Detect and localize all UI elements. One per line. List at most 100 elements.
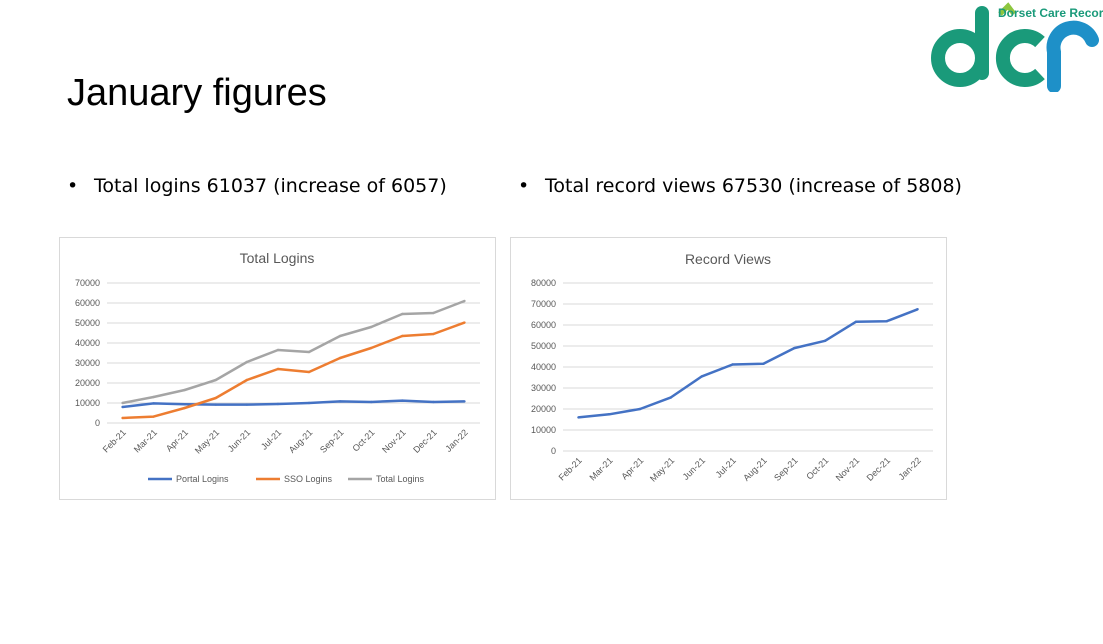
y-tick-label: 10000 (75, 398, 100, 408)
data-point (276, 367, 280, 371)
legend-label: SSO Logins (284, 474, 333, 484)
data-point (731, 363, 734, 366)
x-tick-label: Mar-21 (132, 427, 159, 454)
x-tick-label: Dec-21 (865, 455, 893, 483)
series-line (578, 308, 919, 419)
slide-title: January figures (67, 72, 327, 114)
x-tick-label: Jan-22 (896, 455, 923, 482)
x-tick-label: Jul-21 (259, 427, 283, 451)
data-point (276, 348, 280, 352)
x-tick-label: Nov-21 (380, 427, 408, 455)
data-point (121, 405, 124, 409)
data-point (823, 339, 827, 342)
y-tick-label: 20000 (75, 378, 100, 388)
data-point (245, 378, 249, 382)
x-tick-label: Oct-21 (350, 427, 376, 453)
x-tick-label: Jan-22 (443, 427, 470, 454)
x-tick-label: May-21 (193, 427, 221, 455)
data-point (577, 416, 580, 419)
data-point (214, 396, 217, 400)
data-point (370, 346, 373, 350)
x-tick-label: Apr-21 (619, 455, 645, 481)
x-tick-label: Sep-21 (318, 427, 346, 455)
series-line (122, 399, 465, 409)
data-point (183, 403, 186, 406)
bullet-text: Total record views 67530 (increase of 58… (545, 175, 962, 197)
x-tick-label: Jul-21 (714, 455, 738, 479)
x-tick-label: May-21 (648, 455, 676, 483)
y-tick-label: 0 (95, 418, 100, 428)
y-tick-label: 50000 (531, 341, 556, 351)
data-point (214, 403, 217, 406)
data-point (338, 400, 342, 403)
data-point (370, 400, 373, 404)
record-views-chart: Record Views 0 10000 20000 30000 40000 50000 6… (510, 237, 947, 500)
data-point (183, 388, 186, 392)
logo-text: Dorset Care Record (998, 6, 1103, 20)
data-point (370, 325, 373, 329)
data-point (762, 362, 765, 366)
x-tick-label: Jun-21 (681, 455, 708, 482)
data-point (183, 406, 186, 410)
chart-title: Record Views (685, 251, 771, 267)
y-tick-label: 40000 (531, 362, 556, 372)
data-point (638, 407, 642, 411)
data-point (401, 334, 404, 338)
data-point (338, 356, 342, 360)
data-point (793, 346, 796, 350)
y-tick-label: 30000 (531, 383, 556, 393)
data-point (121, 401, 124, 405)
y-tick-label: 40000 (75, 338, 100, 348)
y-tick-label: 0 (551, 446, 556, 456)
bullet-marker: • (518, 175, 530, 197)
y-tick-label: 60000 (531, 320, 556, 330)
x-tick-label: Nov-21 (834, 455, 862, 483)
x-tick-label: Apr-21 (164, 427, 190, 453)
data-point (432, 311, 435, 315)
legend-label: Total Logins (376, 474, 425, 484)
data-point (463, 299, 466, 303)
total-logins-chart-svg: Total Logins 0 10000 20000 30000 40000 50000 6… (75, 250, 480, 484)
data-point (307, 350, 311, 354)
x-tick-label: Dec-21 (411, 427, 439, 455)
x-tick-label: Feb-21 (557, 455, 584, 482)
y-tick-label: 10000 (531, 425, 556, 435)
dcr-logo-mark (931, 2, 1099, 92)
data-point (121, 416, 124, 420)
data-point (916, 308, 919, 311)
record-views-chart-svg: Record Views 0 10000 20000 30000 40000 50000 6… (531, 251, 933, 484)
data-point (245, 360, 249, 364)
bullet-marker: • (67, 175, 79, 197)
data-point (700, 375, 703, 378)
x-tick-label: Aug-21 (287, 427, 315, 455)
data-point (338, 334, 342, 338)
data-point (307, 370, 311, 374)
data-point (245, 403, 249, 406)
y-tick-label: 70000 (531, 299, 556, 309)
data-point (463, 400, 466, 403)
data-point (854, 320, 858, 324)
data-point (885, 320, 888, 323)
data-point (401, 312, 404, 316)
x-tick-label: Oct-21 (804, 455, 830, 481)
data-point (214, 378, 217, 382)
data-point (608, 413, 611, 416)
y-tick-label: 30000 (75, 358, 100, 368)
x-tick-label: Mar-21 (587, 455, 614, 482)
data-point (401, 399, 404, 402)
y-tick-label: 20000 (531, 404, 556, 414)
x-tick-label: Feb-21 (101, 427, 128, 454)
y-tick-label: 50000 (75, 318, 100, 328)
data-point (432, 400, 435, 404)
data-point (669, 396, 673, 399)
data-point (463, 321, 466, 324)
data-point (152, 415, 155, 418)
series-line (122, 299, 465, 405)
data-point (432, 332, 435, 336)
bullet-total-logins: • Total logins 61037 (increase of 6057) (67, 175, 447, 197)
x-tick-label: Jun-21 (226, 427, 253, 454)
total-logins-chart: Total Logins 0 10000 20000 30000 40000 50000 6… (59, 237, 496, 500)
legend-label: Portal Logins (176, 474, 229, 484)
data-point (152, 402, 155, 405)
data-point (276, 402, 280, 406)
